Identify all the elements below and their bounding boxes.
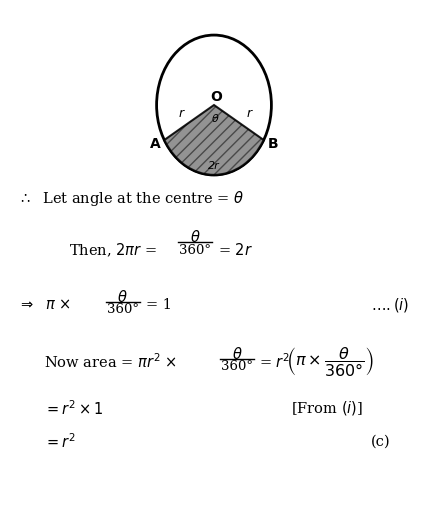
Text: $\Rightarrow$  $\pi$ $\times$: $\Rightarrow$ $\pi$ $\times$	[18, 297, 71, 312]
Text: $\theta$: $\theta$	[232, 346, 243, 362]
Text: O: O	[210, 90, 222, 104]
Text: = 1: = 1	[146, 297, 172, 312]
Text: (c): (c)	[372, 435, 391, 449]
Text: = $2r$: = $2r$	[218, 242, 253, 258]
Text: r: r	[247, 107, 252, 120]
Text: 2r: 2r	[208, 160, 220, 171]
Text: $= r^2 \times 1$: $= r^2 \times 1$	[44, 399, 104, 417]
Text: $\theta$: $\theta$	[190, 229, 200, 245]
Text: Now area = $\pi r^2$ $\times$: Now area = $\pi r^2$ $\times$	[44, 352, 177, 371]
Text: $= r^2$: $= r^2$	[44, 432, 76, 451]
Text: = $r^2$: = $r^2$	[259, 352, 290, 371]
Text: $\therefore$  Let angle at the centre = $\theta$: $\therefore$ Let angle at the centre = $…	[18, 189, 245, 208]
Text: $\theta$: $\theta$	[211, 112, 219, 124]
Text: $\left(\pi \times \dfrac{\theta}{360°}\right)$: $\left(\pi \times \dfrac{\theta}{360°}\r…	[286, 344, 374, 379]
Text: $\ldots.(i)$: $\ldots.(i)$	[372, 295, 410, 314]
Wedge shape	[164, 105, 264, 175]
Text: 360°: 360°	[221, 360, 253, 373]
Text: $\theta$: $\theta$	[117, 289, 128, 305]
Text: [From $(i)$]: [From $(i)$]	[291, 399, 363, 417]
Text: 360°: 360°	[107, 303, 139, 316]
Text: A: A	[149, 137, 160, 151]
Text: 360°: 360°	[179, 244, 211, 257]
Text: B: B	[268, 137, 278, 151]
Text: Then, $2\pi r$ =: Then, $2\pi r$ =	[69, 241, 159, 259]
Text: r: r	[178, 107, 183, 120]
